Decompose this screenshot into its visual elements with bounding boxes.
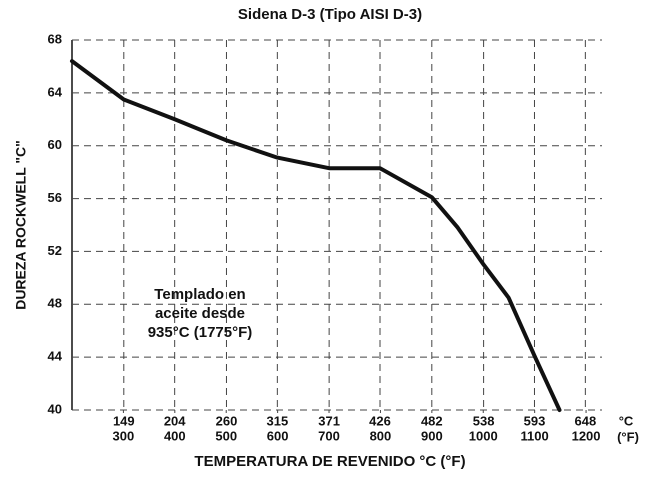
annotation: Templado en (154, 286, 245, 303)
x-tick-label: 482 (421, 413, 443, 428)
x2-tick-label: 1200 (572, 428, 601, 443)
x2-tick-label: 700 (318, 428, 340, 443)
y-tick-label: 40 (48, 401, 62, 416)
y-tick-label: 56 (48, 190, 62, 205)
data-line (70, 59, 562, 412)
x2-tick-label: 800 (370, 428, 392, 443)
x2-tick-label: 300 (113, 428, 135, 443)
x2-tick-label: 900 (421, 428, 443, 443)
x2-tick-label: 400 (164, 428, 186, 443)
x-tick-label: 371 (318, 413, 340, 428)
x-unit: °C (619, 413, 634, 428)
y-tick-label: 48 (48, 296, 62, 311)
x-axis-title: TEMPERATURA DE REVENIDO °C (°F) (194, 453, 465, 470)
y-tick-label: 60 (48, 137, 62, 152)
x-tick-label: 648 (574, 413, 596, 428)
y-axis-title: DUREZA ROCKWELL "C" (13, 140, 29, 310)
x-tick-label: 204 (164, 413, 186, 428)
y-tick-label: 64 (48, 84, 63, 99)
x2-tick-label: 1100 (521, 428, 549, 443)
x-tick-label: 593 (524, 413, 546, 428)
x2-tick-label: 600 (267, 428, 289, 443)
y-tick-label: 44 (48, 349, 63, 364)
x2-unit: (°F) (617, 429, 639, 444)
y-tick-label: 52 (48, 243, 62, 258)
x-tick-label: 149 (113, 413, 135, 428)
x2-tick-label: 1000 (469, 428, 498, 443)
annotation: aceite desde (155, 305, 245, 322)
y-tick-label: 68 (48, 31, 62, 46)
x-tick-label: 538 (473, 413, 495, 428)
x-tick-label: 426 (369, 413, 391, 428)
x-tick-label: 315 (266, 413, 288, 428)
x-tick-label: 260 (216, 413, 238, 428)
chart-title: Sidena D-3 (Tipo AISI D-3) (238, 6, 422, 23)
annotation: 935°C (1775°F) (148, 324, 253, 341)
x2-tick-label: 500 (215, 428, 237, 443)
